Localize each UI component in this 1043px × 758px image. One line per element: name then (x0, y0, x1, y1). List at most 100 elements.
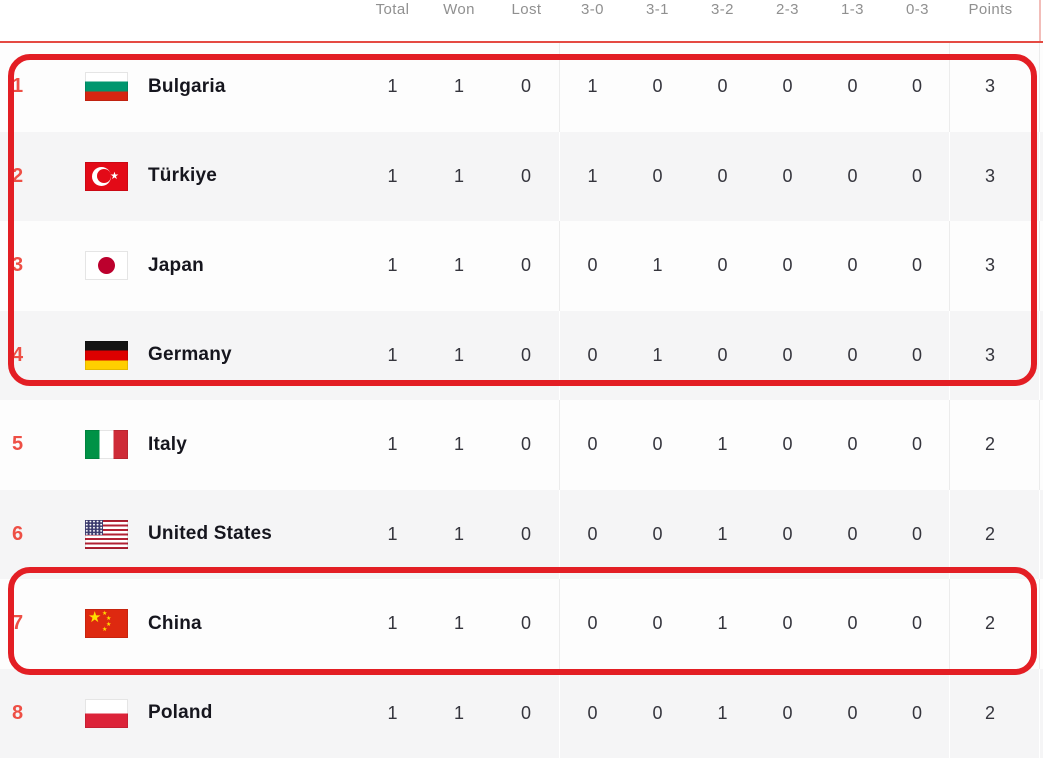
table-row-japan[interactable]: 3 Japan 1 1 0 0 1 0 0 0 0 3 (0, 221, 1043, 311)
table-row-bulgaria[interactable]: 1 Bulgaria 1 1 0 1 0 0 0 0 0 3 (0, 42, 1043, 132)
star-icon: ★ (110, 170, 119, 183)
rank-cell: 5 (0, 400, 40, 490)
team-name: China (148, 579, 360, 669)
column-header-total: Total (360, 0, 425, 18)
value-cell: 1 (560, 132, 625, 222)
table-row-turkiye[interactable]: 2 ★ Türkiye 1 1 0 1 0 0 0 0 0 3 (0, 132, 1043, 222)
value-cell: 0 (755, 400, 820, 490)
header-red-divider (0, 41, 1043, 43)
value-cell: 0 (493, 400, 560, 490)
value-cell: 0 (755, 490, 820, 580)
table-row-united-states[interactable]: 6 United States 1 1 0 0 0 1 0 0 0 2 (0, 490, 1043, 580)
value-cell: 0 (493, 669, 560, 758)
column-header-3-2: 3-2 (690, 0, 755, 18)
value-cell: 0 (625, 579, 690, 669)
value-cell: 1 (425, 490, 493, 580)
team-name: Italy (148, 400, 360, 490)
value-cell: 1 (360, 579, 425, 669)
china-flag-icon: ★★★★★ (85, 609, 128, 638)
value-cell: 1 (425, 221, 493, 311)
points-cell: 2 (950, 490, 1040, 580)
value-cell: 0 (493, 490, 560, 580)
value-cell: 0 (755, 311, 820, 401)
column-header-lost: Lost (493, 0, 560, 18)
table-row-china[interactable]: 7 ★★★★★ China 1 1 0 0 0 1 0 0 0 2 (0, 579, 1043, 669)
column-header-3-0: 3-0 (560, 0, 625, 18)
value-cell: 0 (560, 579, 625, 669)
value-cell: 0 (820, 132, 885, 222)
flag-cell (40, 400, 148, 490)
value-cell: 0 (820, 311, 885, 401)
column-header-0-3: 0-3 (885, 0, 950, 18)
table-row-poland[interactable]: 8 Poland 1 1 0 0 0 1 0 0 0 2 (0, 669, 1043, 758)
flag-cell: ★ (40, 132, 148, 222)
rank-cell: 8 (0, 669, 40, 758)
standings-rows: 1 Bulgaria 1 1 0 1 0 0 0 0 0 3 2 ★ Türki… (0, 42, 1043, 758)
bulgaria-flag-icon (85, 72, 128, 101)
team-name: Bulgaria (148, 42, 360, 132)
value-cell: 1 (360, 132, 425, 222)
flag-cell (40, 311, 148, 401)
small-star-icon: ★ (102, 627, 107, 633)
value-cell: 1 (625, 311, 690, 401)
value-cell: 0 (755, 132, 820, 222)
flag-cell (40, 42, 148, 132)
team-name: United States (148, 490, 360, 580)
value-cell: 0 (560, 400, 625, 490)
rank-cell: 2 (0, 132, 40, 222)
value-cell: 0 (560, 669, 625, 758)
team-name: Germany (148, 311, 360, 401)
value-cell: 1 (360, 490, 425, 580)
table-row-italy[interactable]: 5 Italy 1 1 0 0 0 1 0 0 0 2 (0, 400, 1043, 490)
turkiye-flag-icon: ★ (85, 162, 128, 191)
value-cell: 0 (690, 311, 755, 401)
value-cell: 0 (755, 579, 820, 669)
value-cell: 0 (493, 311, 560, 401)
value-cell: 1 (360, 400, 425, 490)
value-cell: 0 (885, 311, 950, 401)
team-name: Türkiye (148, 132, 360, 222)
value-cell: 0 (625, 400, 690, 490)
value-cell: 1 (425, 42, 493, 132)
flag-cell (40, 669, 148, 758)
value-cell: 1 (425, 311, 493, 401)
points-cell: 3 (950, 221, 1040, 311)
value-cell: 0 (755, 42, 820, 132)
rank-cell: 7 (0, 579, 40, 669)
column-header-won: Won (425, 0, 493, 18)
value-cell: 0 (560, 221, 625, 311)
value-cell: 1 (690, 400, 755, 490)
rank-cell: 1 (0, 42, 40, 132)
value-cell: 0 (493, 221, 560, 311)
column-header-2-3: 2-3 (755, 0, 820, 18)
value-cell: 0 (560, 490, 625, 580)
team-name: Japan (148, 221, 360, 311)
value-cell: 0 (885, 669, 950, 758)
value-cell: 0 (625, 490, 690, 580)
value-cell: 0 (885, 221, 950, 311)
value-cell: 1 (360, 42, 425, 132)
value-cell: 1 (560, 42, 625, 132)
value-cell: 1 (360, 311, 425, 401)
germany-flag-icon (85, 341, 128, 370)
value-cell: 0 (820, 221, 885, 311)
points-cell: 2 (950, 400, 1040, 490)
team-name: Poland (148, 669, 360, 758)
italy-flag-icon (85, 430, 128, 459)
rank-cell: 3 (0, 221, 40, 311)
value-cell: 1 (690, 579, 755, 669)
value-cell: 1 (625, 221, 690, 311)
value-cell: 0 (493, 42, 560, 132)
value-cell: 0 (820, 490, 885, 580)
value-cell: 1 (360, 669, 425, 758)
value-cell: 1 (690, 669, 755, 758)
points-cell: 3 (950, 132, 1040, 222)
value-cell: 1 (425, 669, 493, 758)
poland-flag-icon (85, 699, 128, 728)
value-cell: 0 (755, 221, 820, 311)
value-cell: 0 (885, 579, 950, 669)
flag-cell (40, 490, 148, 580)
table-row-germany[interactable]: 4 Germany 1 1 0 0 1 0 0 0 0 3 (0, 311, 1043, 401)
